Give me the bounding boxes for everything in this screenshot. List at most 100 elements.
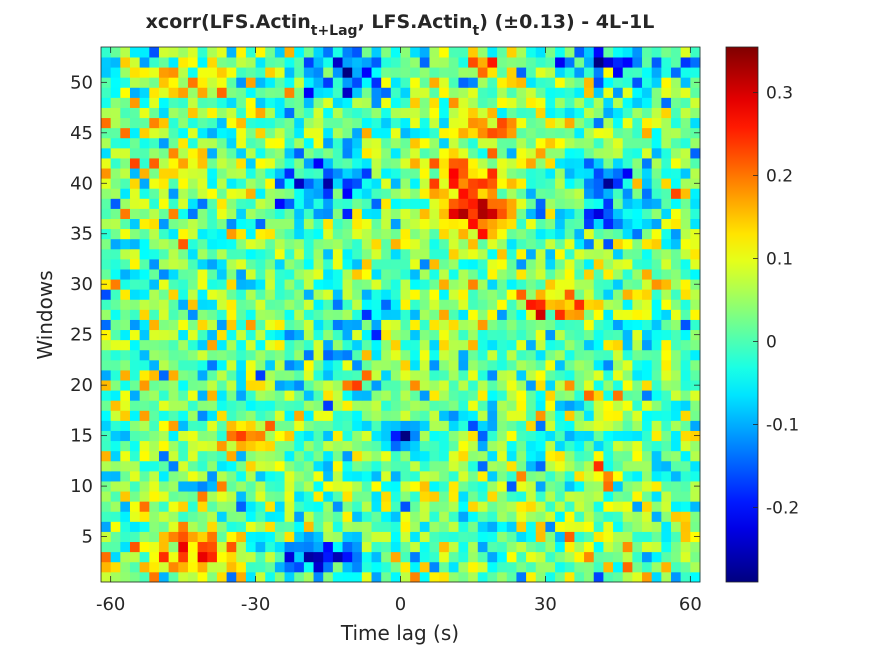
heatmap-cell [613, 349, 624, 361]
heatmap-cell [110, 87, 121, 98]
heatmap-cell [207, 218, 218, 230]
heatmap-cell [294, 531, 305, 543]
heatmap-cell [197, 178, 208, 189]
heatmap-cell [342, 370, 353, 381]
heatmap-cell [680, 481, 691, 492]
heatmap-cell [187, 380, 199, 391]
heatmap-cell [245, 168, 256, 179]
heatmap-cell [274, 359, 285, 371]
heatmap-cell [158, 491, 170, 502]
heatmap-cell [651, 339, 662, 351]
heatmap-cell [458, 269, 469, 280]
heatmap-cell [545, 329, 556, 341]
heatmap-cell [400, 258, 411, 270]
heatmap-cell [313, 107, 324, 119]
heatmap-cell [313, 329, 324, 341]
heatmap-cell [274, 87, 285, 98]
heatmap-cell [381, 329, 392, 341]
heatmap-cell [680, 491, 691, 502]
heatmap-cell [149, 339, 160, 351]
heatmap-cell [419, 450, 430, 462]
heatmap-cell [236, 87, 247, 98]
heatmap-cell [487, 329, 498, 341]
heatmap-cell [487, 147, 498, 159]
heatmap-cell [661, 228, 672, 240]
heatmap-cell [332, 329, 343, 341]
heatmap-cell [661, 470, 672, 482]
heatmap-cell [207, 561, 218, 573]
heatmap-cell [506, 400, 517, 411]
heatmap-cell [661, 127, 672, 139]
heatmap-cell [526, 107, 537, 119]
heatmap-cell [661, 440, 672, 452]
heatmap-cell [429, 551, 440, 563]
heatmap-cell [274, 501, 285, 512]
heatmap-cell [371, 117, 382, 129]
heatmap-cell [390, 329, 401, 341]
heatmap-cell [274, 67, 285, 78]
heatmap-cell [593, 430, 604, 442]
heatmap-cell [361, 107, 372, 119]
heatmap-cell [332, 158, 343, 169]
heatmap-cell [555, 531, 566, 543]
heatmap-cell [158, 67, 170, 78]
heatmap-cell [526, 470, 537, 482]
heatmap-cell [603, 77, 614, 88]
heatmap-cell [603, 168, 614, 179]
heatmap-cell [265, 460, 276, 472]
heatmap-cell [294, 491, 305, 502]
heatmap-cell [680, 198, 691, 209]
heatmap-cell [468, 198, 479, 209]
heatmap-cell [352, 137, 363, 149]
heatmap-cell [149, 198, 160, 209]
heatmap-cell [381, 188, 392, 199]
heatmap-cell [545, 370, 556, 381]
heatmap-cell [651, 77, 662, 88]
heatmap-cell [187, 87, 199, 98]
heatmap-cell [642, 390, 653, 401]
heatmap-cell [139, 511, 150, 522]
heatmap-cell [101, 319, 112, 331]
heatmap-cell [439, 511, 450, 522]
heatmap-cell [207, 400, 218, 411]
heatmap-cell [245, 77, 256, 88]
heatmap-cell [149, 460, 160, 472]
heatmap-cell [506, 501, 517, 512]
heatmap-cell [458, 258, 469, 270]
heatmap-cell [526, 410, 537, 421]
heatmap-cell [187, 339, 199, 351]
heatmap-cell [294, 551, 305, 563]
heatmap-cell [158, 218, 170, 230]
heatmap-cell [129, 551, 141, 563]
heatmap-cell [564, 561, 575, 573]
heatmap-cell [439, 450, 450, 462]
heatmap-cell [284, 208, 295, 219]
heatmap-cell [139, 541, 150, 553]
heatmap-cell [400, 289, 411, 300]
heatmap-cell [313, 450, 324, 462]
heatmap-cell [187, 47, 199, 58]
heatmap-cell [584, 208, 595, 219]
heatmap-cell [613, 481, 624, 492]
title-middle: , LFS.Actin [358, 11, 473, 33]
heatmap-cell [400, 309, 411, 320]
heatmap-cell [149, 47, 160, 58]
heatmap-cell [139, 57, 150, 68]
heatmap-cell [477, 147, 488, 159]
heatmap-cell [158, 541, 170, 553]
heatmap-cell [342, 269, 353, 280]
heatmap-cell [497, 380, 508, 391]
heatmap-cell [332, 208, 343, 219]
heatmap-cell [574, 258, 585, 270]
heatmap-cell [555, 460, 566, 472]
heatmap-cell [458, 178, 469, 189]
heatmap-cell [661, 491, 672, 502]
heatmap-cell [516, 198, 527, 209]
heatmap-cell [197, 107, 208, 119]
heatmap-cell [613, 67, 624, 78]
heatmap-cell [448, 430, 459, 442]
heatmap-cell [255, 228, 266, 240]
heatmap-cell [555, 481, 566, 492]
heatmap-cell [361, 289, 372, 300]
heatmap-cell [516, 269, 527, 280]
